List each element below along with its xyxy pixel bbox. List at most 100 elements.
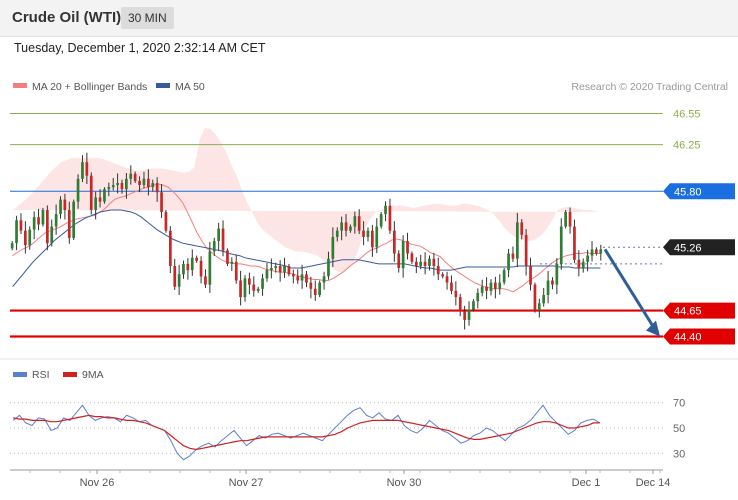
candle-body <box>366 230 370 237</box>
candle-body <box>248 278 251 285</box>
candle-body <box>173 266 177 287</box>
candle-body <box>423 261 427 266</box>
candle-body <box>252 284 256 291</box>
candle <box>537 298 541 318</box>
candle-body <box>357 216 361 231</box>
candle <box>76 174 80 209</box>
candle-body <box>415 261 418 266</box>
candle-body <box>590 249 594 256</box>
candle <box>155 177 159 202</box>
candle <box>555 258 559 295</box>
level-text: 44.40 <box>674 332 702 344</box>
candle-body <box>458 297 462 312</box>
candle-body <box>537 303 541 311</box>
candle-body <box>432 258 436 266</box>
candle <box>489 279 493 296</box>
candle <box>384 201 387 222</box>
bollinger-bands <box>12 128 601 273</box>
candle-body <box>195 257 198 261</box>
candle-body <box>296 276 300 281</box>
candle-body <box>287 266 291 275</box>
candle <box>340 216 343 241</box>
candle <box>581 258 585 273</box>
candle <box>423 252 427 275</box>
candle <box>309 276 313 299</box>
candle-body <box>344 222 348 231</box>
candle-body <box>37 217 40 225</box>
candle <box>85 152 89 185</box>
candle-body <box>155 183 159 193</box>
price-level-labels: 46.55 46.25 45.80 45.26 44.65 44.40 <box>663 108 735 345</box>
candle <box>81 155 84 183</box>
candle-body <box>516 222 519 259</box>
candle-body <box>164 212 168 231</box>
candle-body <box>81 162 84 179</box>
candle <box>296 269 300 284</box>
candle-body <box>182 263 185 275</box>
rsi-tick-30: 30 <box>673 448 685 460</box>
candle-body <box>401 241 405 269</box>
candle-body <box>507 253 510 271</box>
candle-body <box>577 259 581 269</box>
candle-body <box>586 255 589 262</box>
candlesticks <box>10 152 603 330</box>
level-label-44.40: 44.40 <box>663 328 735 345</box>
candle-body <box>204 276 207 285</box>
candle-body <box>190 257 194 271</box>
candle-body <box>24 230 27 246</box>
candle <box>32 211 36 240</box>
candle-body <box>335 230 339 237</box>
candle <box>542 287 545 307</box>
candle <box>494 276 497 299</box>
candle <box>169 226 172 274</box>
candle-body <box>261 278 264 289</box>
ma20-legend-label: MA 20 + Bollinger Bands <box>32 81 147 93</box>
candle <box>186 258 190 280</box>
candle <box>388 198 392 235</box>
timeframe-badge[interactable]: 30 MIN <box>121 7 174 29</box>
candle <box>125 173 128 199</box>
candle <box>173 258 177 291</box>
candle <box>274 262 278 273</box>
candle-body <box>436 266 440 275</box>
candle <box>278 260 282 282</box>
candle <box>524 229 528 276</box>
candle <box>458 293 462 317</box>
candle <box>10 241 14 251</box>
candle <box>50 219 54 247</box>
candle <box>63 193 67 220</box>
candle-body <box>54 214 58 227</box>
candle <box>568 207 572 234</box>
candle <box>436 257 440 281</box>
candle-body <box>199 260 203 277</box>
candle <box>72 199 75 241</box>
candle <box>366 227 370 242</box>
candle-body <box>454 290 458 298</box>
candle-body <box>309 282 313 289</box>
candle-body <box>98 197 102 202</box>
candle <box>349 224 352 233</box>
candle <box>160 184 163 218</box>
candle-body <box>274 266 278 269</box>
candle <box>322 271 326 290</box>
candle-body <box>89 175 93 210</box>
candle-body <box>406 241 409 254</box>
candle-body <box>212 241 216 252</box>
candle-body <box>559 226 563 264</box>
candle-body <box>428 258 431 266</box>
candle-body <box>555 263 559 285</box>
forecast-arrow-head <box>646 320 660 337</box>
candle-body <box>243 278 247 298</box>
candle <box>283 257 286 279</box>
candle <box>256 286 260 293</box>
level-text: 46.55 <box>673 108 701 120</box>
candle-body <box>546 280 550 295</box>
candle-body <box>581 261 585 268</box>
candle <box>406 232 409 260</box>
x-tick-dec-1: Dec 1 <box>572 477 601 489</box>
candle <box>37 208 40 231</box>
candle <box>476 288 480 309</box>
level-text: 45.80 <box>674 186 702 198</box>
candle <box>28 226 32 250</box>
forecast-arrow <box>603 248 660 337</box>
